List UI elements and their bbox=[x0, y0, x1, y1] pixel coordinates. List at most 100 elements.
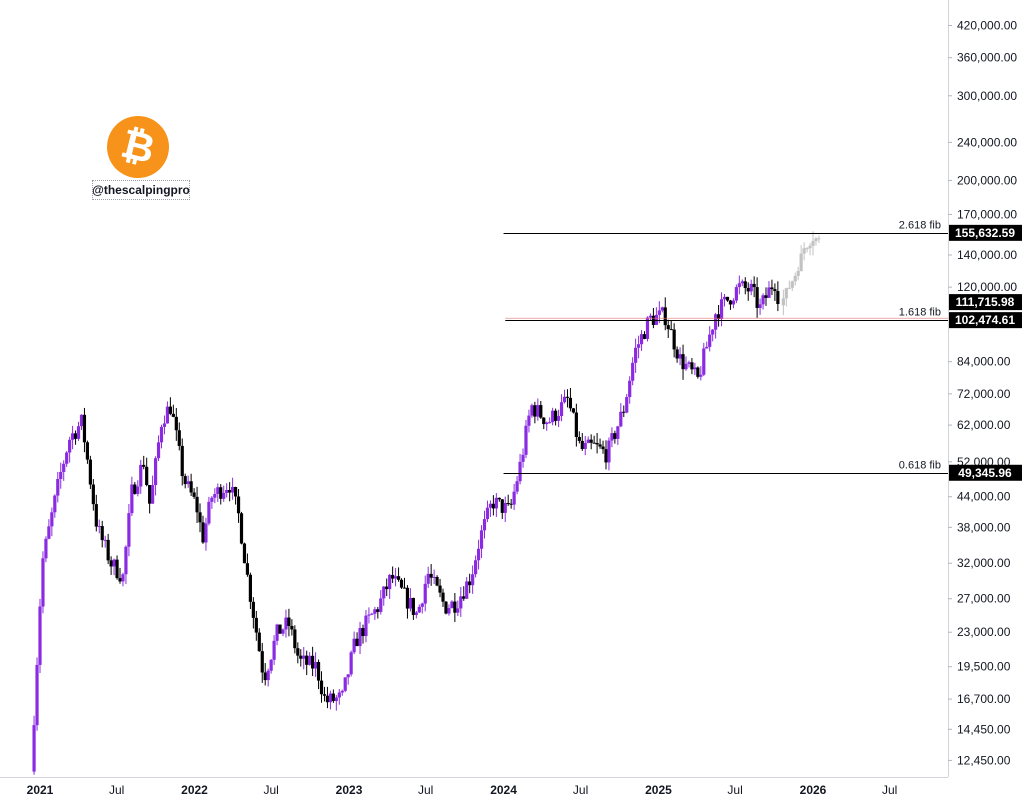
candle-body bbox=[331, 693, 335, 702]
candle-body bbox=[545, 422, 549, 425]
candle-body bbox=[696, 367, 700, 377]
candle-body bbox=[281, 629, 285, 634]
candle-body bbox=[106, 539, 110, 561]
candle-body bbox=[254, 617, 258, 633]
candle-body bbox=[814, 238, 818, 242]
x-tick-label: 2026 bbox=[800, 783, 827, 797]
y-axis: 420,000.00 360,000.00 300,000.00 240,000.00… bbox=[948, 0, 1017, 777]
candle-body bbox=[192, 492, 196, 497]
candle-body bbox=[554, 410, 558, 421]
y-tick-label: 240,000.00 bbox=[957, 135, 1017, 149]
candle-body bbox=[216, 487, 220, 494]
candle-body bbox=[631, 362, 635, 381]
candle-body bbox=[379, 598, 383, 612]
candle-body bbox=[251, 601, 255, 618]
fib-price-tag: 155,632.59 bbox=[955, 226, 1015, 240]
candle-body bbox=[162, 423, 167, 427]
candle-body bbox=[681, 354, 685, 370]
candle-body bbox=[56, 479, 60, 496]
candle-body bbox=[776, 291, 780, 305]
x-tick-label: Jul bbox=[109, 783, 124, 797]
candle-body bbox=[189, 481, 193, 493]
candle-body bbox=[53, 495, 57, 513]
candle-body bbox=[719, 299, 724, 319]
candle-body bbox=[121, 574, 125, 582]
candle-body bbox=[322, 694, 327, 696]
candle-body bbox=[231, 486, 235, 493]
candle-body bbox=[207, 501, 211, 524]
candle-body bbox=[156, 442, 161, 459]
candle-body bbox=[675, 349, 679, 359]
candle-body bbox=[687, 362, 691, 364]
candle-body bbox=[376, 609, 380, 612]
candle-body bbox=[198, 512, 202, 523]
candle-body bbox=[793, 275, 797, 282]
candle-body bbox=[648, 315, 653, 318]
candle-body bbox=[506, 503, 510, 505]
candle-body bbox=[790, 281, 794, 288]
candle-body bbox=[636, 344, 641, 348]
candle-body bbox=[47, 526, 51, 539]
candle-body bbox=[453, 601, 457, 613]
candle-body bbox=[79, 414, 84, 427]
candle-body bbox=[781, 298, 785, 306]
candle-body bbox=[65, 452, 69, 464]
candle-body bbox=[583, 442, 587, 449]
candle-body bbox=[62, 463, 66, 472]
candle-body bbox=[316, 662, 321, 681]
candle-body bbox=[328, 693, 333, 703]
candle-body bbox=[361, 628, 365, 637]
candle-body bbox=[408, 597, 413, 609]
candle-body bbox=[476, 548, 481, 561]
fib-price-tag: 49,345.96 bbox=[958, 466, 1012, 480]
candle-body bbox=[690, 362, 694, 370]
candle-body bbox=[740, 281, 744, 284]
candle-body bbox=[607, 440, 611, 463]
fib-price-tag-bg bbox=[949, 464, 1022, 481]
candle-body bbox=[346, 674, 350, 678]
candle-body bbox=[260, 651, 264, 673]
x-tick-label: Jul bbox=[263, 783, 278, 797]
candle-body bbox=[586, 439, 590, 443]
candle-body bbox=[296, 648, 300, 656]
fib-levels-layer: 2.618 fib 1.618 fib 0.618 fib bbox=[503, 220, 948, 474]
candle-body bbox=[257, 632, 261, 652]
candle-body bbox=[94, 504, 98, 527]
candle-body bbox=[311, 655, 315, 669]
candle-body bbox=[767, 287, 771, 298]
candle-body bbox=[474, 560, 478, 575]
candle-body bbox=[705, 346, 709, 349]
candle-body bbox=[551, 410, 555, 423]
y-tick-label: 420,000.00 bbox=[957, 18, 1017, 32]
candle-body bbox=[444, 601, 448, 614]
candle-body bbox=[619, 411, 623, 427]
candle-body bbox=[183, 476, 187, 485]
candle-body bbox=[639, 334, 644, 345]
candle-body bbox=[773, 289, 777, 292]
candle-body bbox=[370, 613, 374, 615]
candle-body bbox=[491, 503, 495, 509]
candle-body bbox=[174, 416, 178, 431]
candle-body bbox=[589, 439, 593, 443]
candle-body bbox=[426, 573, 430, 584]
candle-body bbox=[159, 426, 164, 443]
candle-body bbox=[571, 408, 575, 413]
candle-body bbox=[654, 314, 658, 325]
candle-body bbox=[88, 459, 92, 485]
candle-body bbox=[269, 659, 273, 671]
candle-body bbox=[459, 596, 463, 609]
candle-body bbox=[731, 300, 736, 305]
candle-body bbox=[349, 652, 353, 675]
candle-body bbox=[450, 601, 454, 608]
candle-body bbox=[628, 380, 632, 398]
candle-body bbox=[239, 513, 244, 544]
candle-body bbox=[236, 496, 241, 514]
candle-body bbox=[388, 574, 392, 590]
candle-body bbox=[684, 363, 688, 370]
y-tick-label: 170,000.00 bbox=[957, 207, 1017, 221]
fib-level-label: 2.618 fib bbox=[899, 220, 941, 232]
x-tick-label: Jul bbox=[882, 783, 897, 797]
candle-body bbox=[693, 367, 697, 370]
candle-body bbox=[124, 546, 128, 575]
